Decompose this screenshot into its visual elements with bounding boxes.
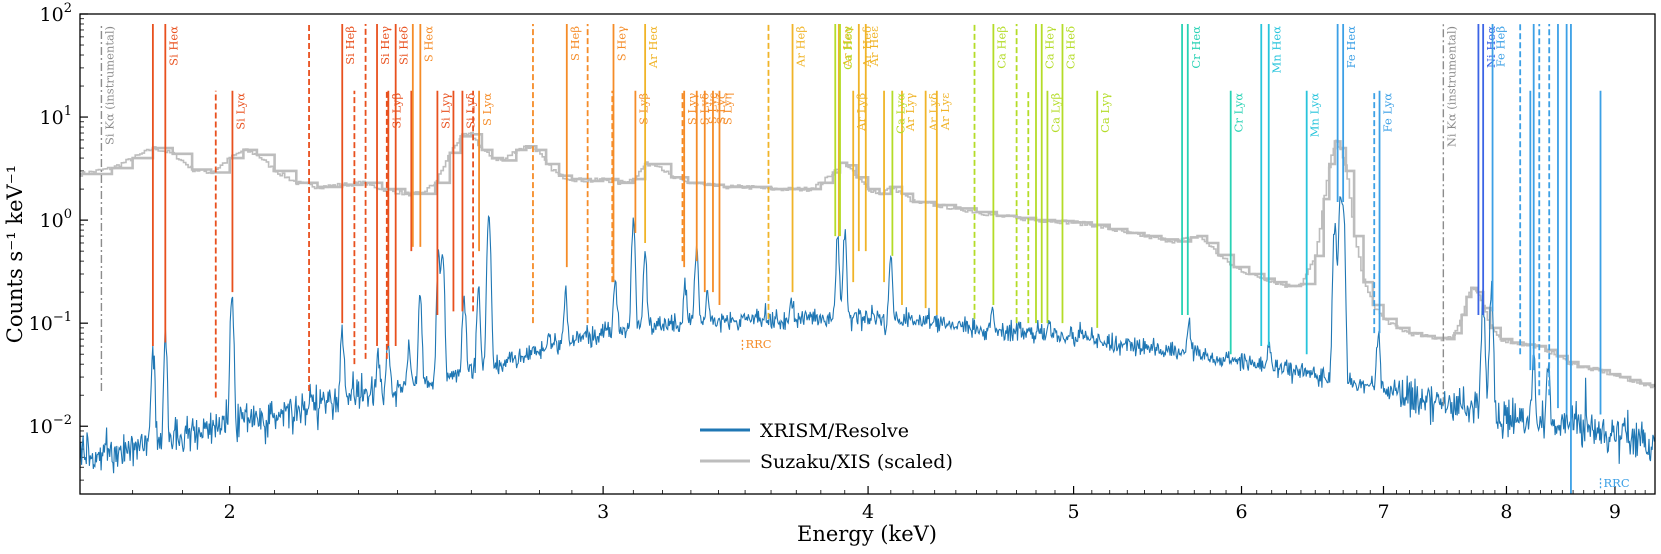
x-tick-label: 7 (1377, 501, 1389, 523)
line-marker-label: Mn Heα (1270, 26, 1284, 74)
line-marker-label: Ar Lyβ (854, 92, 868, 131)
line-marker-label: Si Lyγ (438, 93, 452, 129)
line-marker-label: Ca Heδ (1064, 26, 1078, 69)
legend: XRISM/Resolve Suzaku/XIS (scaled) (700, 420, 953, 473)
line-marker-label: S Lyη (721, 93, 735, 125)
line-marker-label: Si Lyβ (389, 92, 403, 128)
line-marker-label: Ni Kα (instrumental) (1444, 26, 1458, 147)
y-axis-label: Counts s⁻¹ keV⁻¹ (3, 165, 27, 343)
line-marker-label: Cr Lyα (1232, 93, 1246, 133)
line-marker-label: S Lyβ (636, 92, 650, 124)
x-tick-label: 5 (1068, 501, 1080, 523)
line-marker-label: Ca Heβ (994, 26, 1008, 69)
line-marker-label: Ar Lyγ (903, 93, 917, 132)
series-xrism-resolve (80, 196, 1655, 474)
line-marker-label: Ar Heγ (840, 26, 854, 68)
y-tick-label: 101 (40, 104, 72, 129)
line-marker-label: RRC (745, 337, 771, 351)
line-marker-label: Ar Heδ (860, 26, 874, 68)
line-marker-label: Cr Heα (1189, 26, 1203, 69)
line-marker-label: Mn Lyα (1308, 93, 1322, 138)
line-marker-label: S Heβ (568, 26, 582, 61)
line-marker-label: Ca Heα (841, 26, 855, 70)
line-marker-label: Si Heα (166, 26, 180, 66)
line-marker-label: Ca Lyα (893, 93, 907, 134)
line-marker-label: Ar Heβ (794, 26, 808, 68)
y-tick-label: 100 (40, 207, 72, 232)
line-marker-label: Ca Heγ (1043, 26, 1057, 69)
line-marker-label: Si Heβ (343, 26, 357, 65)
line-marker-label: S Lyα (480, 93, 494, 126)
x-axis-label: Energy (keV) (797, 522, 937, 546)
line-marker-label: Fe Lyα (1381, 93, 1395, 133)
x-tick-label: 8 (1500, 501, 1512, 523)
line-marker-label: S Heγ (615, 26, 629, 61)
line-marker-label: Fe Heα (1344, 26, 1358, 69)
plot-frame (79, 13, 1656, 495)
line-marker-label: Ar Heα (646, 26, 660, 69)
line-marker-label: Si Lyδ (463, 93, 477, 129)
x-tick-label: 3 (597, 501, 609, 523)
y-tick-label: 102 (40, 1, 72, 26)
line-marker-label: RRC (1604, 476, 1630, 490)
line-markers-layer: Si Kα (instrumental) Si Heα Si Lyα Si Heβ Si… (100, 23, 1630, 494)
line-marker-label: Si Heδ (397, 26, 411, 65)
line-marker-label: Si Heγ (378, 26, 392, 65)
line-marker-label: Ni Heα (1484, 26, 1498, 68)
line-marker-label: Ca Lyβ (1048, 92, 1062, 132)
line-marker-label: S Lyζ (714, 93, 728, 125)
y-tick-label: 10−1 (29, 310, 72, 335)
y-tick-label: 10−2 (29, 413, 72, 438)
x-tick-label: 6 (1235, 501, 1247, 523)
x-tick-label: 9 (1609, 501, 1621, 523)
line-marker-label: Si Lyα (233, 93, 247, 130)
legend-label-xrism: XRISM/Resolve (760, 420, 909, 442)
line-marker-label: S Lyγ (685, 93, 699, 125)
x-tick-label: 2 (224, 501, 236, 523)
x-tick-label: 4 (862, 501, 874, 523)
line-marker-label: Ar Lyε (938, 93, 952, 131)
line-marker-label: Ca Lyγ (1098, 93, 1112, 133)
line-marker-label: S Heα (421, 26, 435, 62)
legend-label-suzaku: Suzaku/XIS (scaled) (760, 451, 953, 473)
ticks-layer: 2 3 4 5 6 7 8 9 10−2 10−1 100 101 102 (29, 1, 1656, 523)
line-marker-label: Fe Heβ (1494, 26, 1508, 68)
line-marker-label: Si Kα (instrumental) (102, 26, 116, 145)
line-marker-label: Ar Heε (867, 26, 881, 67)
